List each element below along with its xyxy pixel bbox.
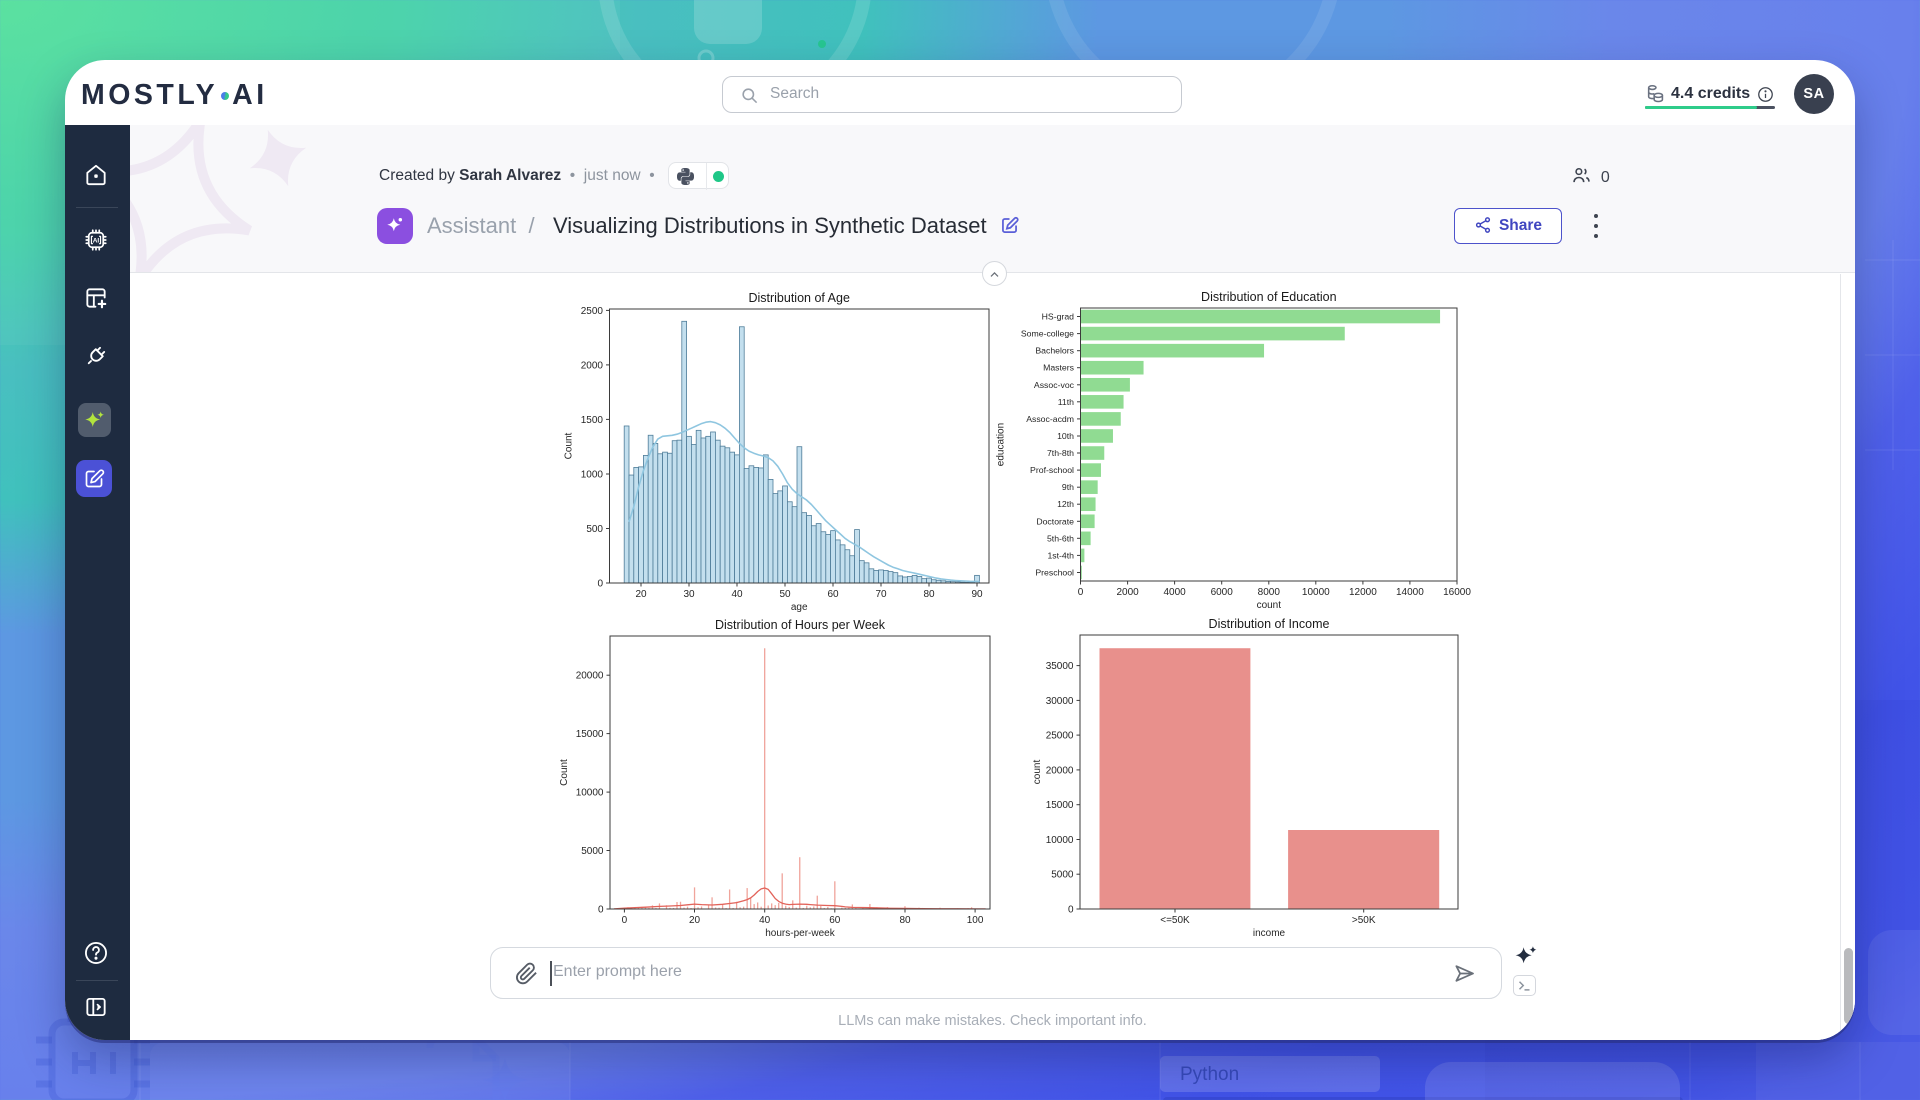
svg-text:Count: Count (559, 759, 570, 786)
svg-text:7th-8th: 7th-8th (1047, 448, 1074, 458)
svg-text:AI: AI (93, 238, 100, 245)
svg-text:0: 0 (1078, 587, 1084, 598)
svg-text:35000: 35000 (1046, 661, 1074, 672)
svg-text:Count: Count (564, 432, 575, 459)
svg-text:HS-grad: HS-grad (1042, 312, 1075, 322)
svg-text:Distribution of Age: Distribution of Age (748, 291, 849, 305)
svg-text:Assoc-acdm: Assoc-acdm (1026, 414, 1074, 424)
svg-text:15000: 15000 (576, 729, 604, 740)
svg-text:9th: 9th (1062, 482, 1074, 492)
svg-text:15000: 15000 (1046, 800, 1074, 811)
svg-text:0: 0 (597, 579, 603, 590)
svg-text:500: 500 (586, 524, 603, 535)
svg-text:10000: 10000 (576, 788, 604, 799)
svg-text:Masters: Masters (1043, 363, 1075, 373)
svg-text:0: 0 (622, 915, 628, 926)
svg-text:age: age (791, 602, 808, 613)
svg-text:12000: 12000 (1349, 587, 1377, 598)
svg-text:8000: 8000 (1258, 587, 1281, 598)
svg-text:20000: 20000 (1046, 765, 1074, 776)
svg-text:2500: 2500 (581, 306, 604, 317)
svg-text:40: 40 (731, 589, 743, 600)
svg-text:Python: Python (1180, 1064, 1239, 1085)
svg-text:0: 0 (1068, 905, 1074, 916)
svg-text:90: 90 (971, 589, 983, 600)
svg-text:5000: 5000 (1051, 870, 1074, 881)
svg-text:25000: 25000 (1046, 731, 1074, 742)
svg-text:Doctorate: Doctorate (1036, 516, 1074, 526)
svg-text:hours-per-week: hours-per-week (765, 928, 835, 939)
svg-text:Some-college: Some-college (1021, 329, 1074, 339)
svg-text:Distribution of Education: Distribution of Education (1201, 290, 1337, 304)
svg-text:2000: 2000 (581, 360, 604, 371)
svg-text:10000: 10000 (1046, 835, 1074, 846)
svg-text:40: 40 (759, 915, 771, 926)
svg-text:1000: 1000 (581, 470, 604, 481)
svg-text:income: income (1253, 928, 1286, 939)
svg-text:1500: 1500 (581, 415, 604, 426)
svg-text:Bachelors: Bachelors (1035, 346, 1074, 356)
svg-text:50: 50 (779, 589, 791, 600)
svg-text:14000: 14000 (1396, 587, 1424, 598)
svg-text:5000: 5000 (581, 846, 604, 857)
svg-text:Distribution of Hours per Week: Distribution of Hours per Week (715, 618, 886, 632)
svg-text:60: 60 (829, 915, 841, 926)
svg-text:12th: 12th (1057, 499, 1074, 509)
svg-text:20: 20 (689, 915, 701, 926)
svg-text:5th-6th: 5th-6th (1047, 533, 1074, 543)
svg-text:6000: 6000 (1211, 587, 1234, 598)
svg-text:<=50K: <=50K (1160, 915, 1190, 926)
svg-text:education: education (996, 423, 1007, 466)
svg-text:80: 80 (899, 915, 911, 926)
svg-text:Distribution of Income: Distribution of Income (1209, 617, 1330, 631)
svg-text:count: count (1257, 600, 1282, 611)
svg-text:16000: 16000 (1443, 587, 1471, 598)
svg-text:80: 80 (923, 589, 935, 600)
svg-text:70: 70 (875, 589, 887, 600)
svg-text:Preschool: Preschool (1035, 568, 1074, 578)
svg-text:>50K: >50K (1352, 915, 1376, 926)
svg-text:count: count (1032, 760, 1043, 785)
svg-text:2000: 2000 (1116, 587, 1139, 598)
svg-text:20: 20 (635, 589, 647, 600)
svg-text:60: 60 (827, 589, 839, 600)
svg-text:100: 100 (967, 915, 984, 926)
svg-text:4000: 4000 (1163, 587, 1186, 598)
svg-text:30: 30 (683, 589, 695, 600)
svg-text:10th: 10th (1057, 431, 1074, 441)
svg-text:10000: 10000 (1302, 587, 1330, 598)
svg-text:30000: 30000 (1046, 696, 1074, 707)
svg-text:20000: 20000 (576, 671, 604, 682)
svg-text:11th: 11th (1058, 397, 1074, 407)
svg-text:Assoc-voc: Assoc-voc (1034, 380, 1075, 390)
svg-text:1st-4th: 1st-4th (1047, 550, 1074, 560)
svg-text:0: 0 (598, 905, 604, 916)
svg-text:Prof-school: Prof-school (1030, 465, 1074, 475)
